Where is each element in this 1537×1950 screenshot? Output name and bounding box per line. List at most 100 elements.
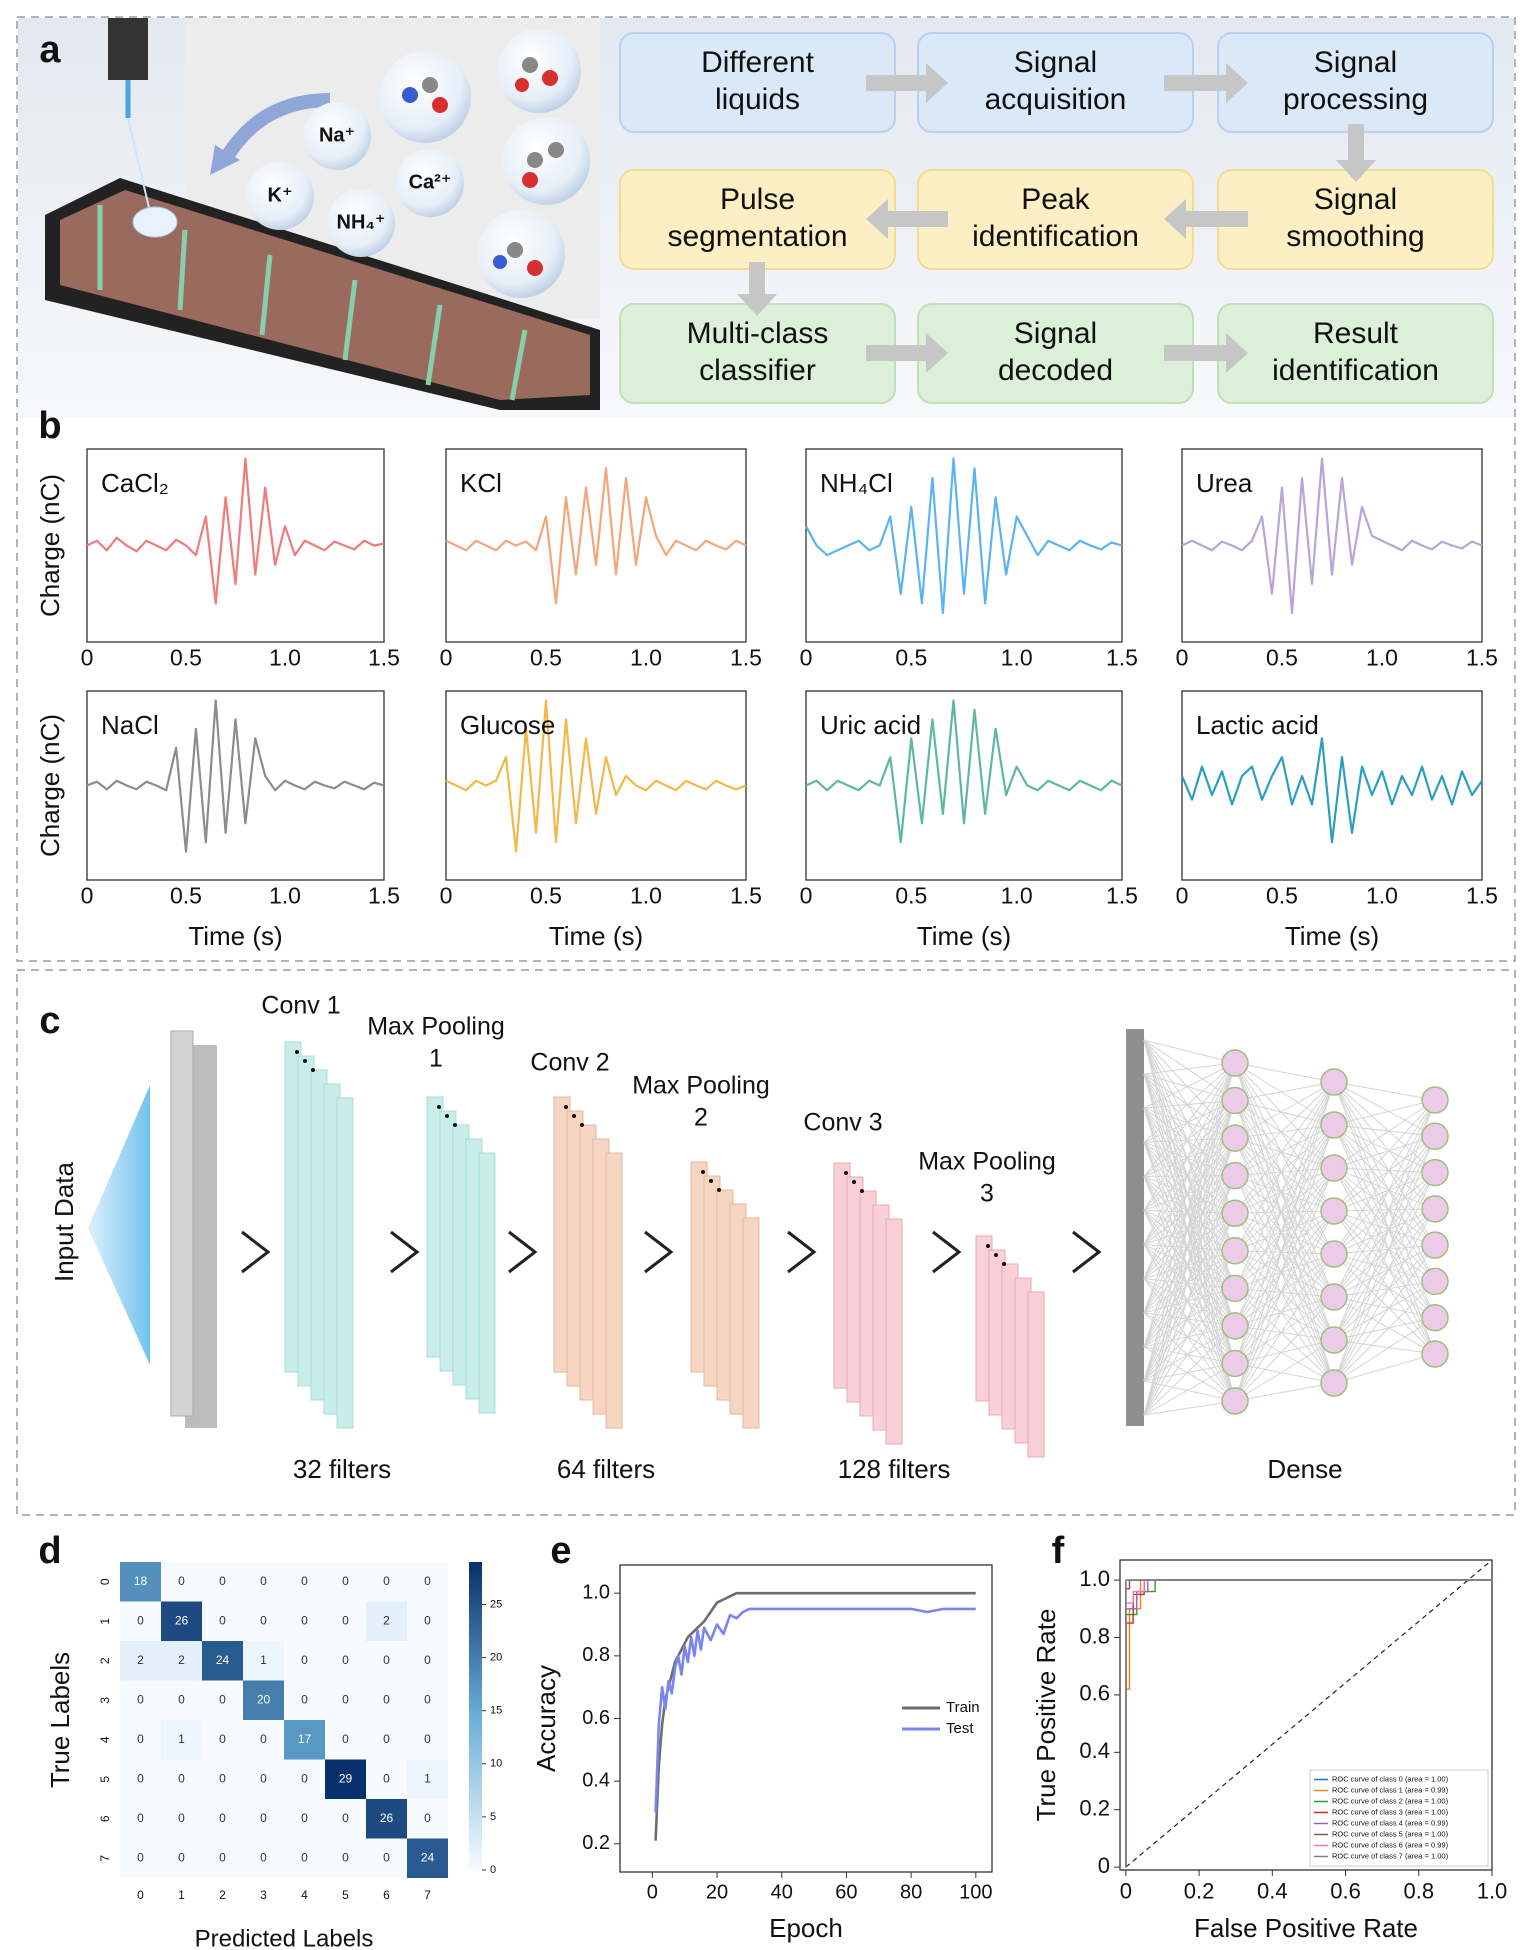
atom <box>515 78 529 92</box>
cell-label: 2 <box>137 1653 144 1667</box>
x-tick-label: 0.5 <box>895 644 927 670</box>
connection <box>1234 1124 1335 1289</box>
cell-label: 0 <box>219 1692 226 1706</box>
cell-label: 24 <box>421 1850 435 1864</box>
connection <box>1143 1175 1236 1279</box>
connection <box>1143 1062 1236 1416</box>
cell-label: 0 <box>301 1850 308 1864</box>
heatmap-cell <box>407 1720 448 1760</box>
x-tick-label: 1.0 <box>630 644 662 670</box>
connection <box>1333 1281 1436 1384</box>
connection <box>1143 1137 1236 1143</box>
connection <box>1143 1287 1236 1314</box>
flow-arrow-head <box>866 199 888 239</box>
data-line <box>805 699 1123 844</box>
cell-label: 0 <box>301 1653 308 1667</box>
ellipsis-dot <box>860 1189 864 1193</box>
cell-label: 0 <box>178 1811 185 1825</box>
connection <box>1333 1081 1436 1282</box>
reference-diagonal <box>1125 1559 1493 1868</box>
heatmap-cell <box>407 1641 448 1681</box>
cell-label: 0 <box>260 1850 267 1864</box>
flow-arrow-head <box>1226 63 1248 103</box>
connection <box>1234 1287 1335 1384</box>
belt-separators <box>97 205 528 401</box>
cell-label: 1 <box>424 1771 431 1785</box>
connection <box>1143 1062 1236 1382</box>
connection <box>1143 1244 1236 1364</box>
heatmap-cell <box>325 1720 366 1760</box>
colorbar-tick-label: 10 <box>490 1758 502 1770</box>
connection <box>1143 1244 1236 1289</box>
cell-label: 2 <box>383 1613 390 1627</box>
x-axis-label: Time (s) <box>549 921 643 951</box>
heatmap-cell <box>284 1759 325 1799</box>
x-axis-label: False Positive Rate <box>1194 1913 1418 1943</box>
connection <box>1143 1250 1236 1348</box>
neuron <box>1421 1267 1449 1296</box>
neuron <box>1221 1124 1249 1152</box>
cell-label: 0 <box>260 1811 267 1825</box>
ellipsis-dot <box>437 1105 441 1109</box>
connection <box>1143 1100 1236 1211</box>
flow-text: Different <box>701 46 815 79</box>
heatmap-cell <box>366 1720 407 1760</box>
connection <box>1143 1073 1236 1177</box>
x-tick-label: 7 <box>424 1888 431 1902</box>
connection <box>1333 1099 1436 1341</box>
connection <box>1234 1100 1335 1126</box>
x-tick-label: 20 <box>706 1881 728 1903</box>
cell-label: 0 <box>424 1732 431 1746</box>
connection <box>1143 1137 1236 1416</box>
connection <box>1234 1100 1335 1255</box>
legend-label: ROC curve of class 0 (area = 1.00) <box>1332 1774 1449 1783</box>
atom <box>493 255 507 269</box>
heatmap-cell <box>325 1759 366 1799</box>
x-tick-label: 0 <box>440 644 453 670</box>
connection <box>1234 1339 1335 1364</box>
connection <box>1143 1209 1236 1252</box>
connection <box>1143 1244 1236 1252</box>
layer-label: 1 <box>429 1045 443 1073</box>
heatmap-cell <box>284 1641 325 1681</box>
flow-text: segmentation <box>667 220 847 253</box>
connection <box>1143 1250 1236 1416</box>
cell-label: 0 <box>342 1692 349 1706</box>
connection <box>1143 1212 1236 1314</box>
flow-text: Peak <box>1021 183 1090 216</box>
heatmap-cell <box>243 1799 284 1839</box>
colorbar-tick-label: 0 <box>490 1864 496 1876</box>
legend-label: ROC curve of class 2 (area = 1.00) <box>1332 1796 1449 1805</box>
cell-label: 0 <box>219 1771 226 1785</box>
separator <box>259 254 273 336</box>
connection <box>1333 1099 1436 1212</box>
atom <box>542 70 558 86</box>
connection <box>1234 1081 1335 1289</box>
connection <box>1234 1137 1335 1212</box>
filter-label: 64 filters <box>557 1454 655 1484</box>
x-tick-label: 0.5 <box>170 882 202 908</box>
heatmap-cell <box>202 1680 243 1720</box>
x-tick-label: 1.0 <box>269 644 301 670</box>
ion-label: K⁺ <box>268 184 293 206</box>
colorbar-tick-label: 25 <box>490 1598 502 1610</box>
cell-label: 0 <box>342 1613 349 1627</box>
heatmap-cell <box>284 1680 325 1720</box>
y-tick-label: 5 <box>98 1776 112 1783</box>
x-tick-label: 0 <box>647 1881 658 1903</box>
connection <box>1234 1210 1335 1252</box>
connection <box>1143 1244 1236 1327</box>
connection <box>1143 1176 1236 1327</box>
y-tick-label: 0 <box>1098 1853 1110 1878</box>
data-line <box>654 1591 976 1841</box>
connection <box>1333 1081 1436 1173</box>
x-tick-label: 0.4 <box>1257 1878 1288 1903</box>
heatmap-cell <box>325 1799 366 1839</box>
heatmap-cell <box>120 1641 161 1681</box>
connection <box>1333 1208 1436 1298</box>
connection <box>1143 1062 1236 1313</box>
molecule-bubble <box>497 29 581 113</box>
x-tick-label: 0 <box>81 882 94 908</box>
heatmap-cell <box>325 1838 366 1878</box>
heatmap-cell <box>407 1601 448 1641</box>
